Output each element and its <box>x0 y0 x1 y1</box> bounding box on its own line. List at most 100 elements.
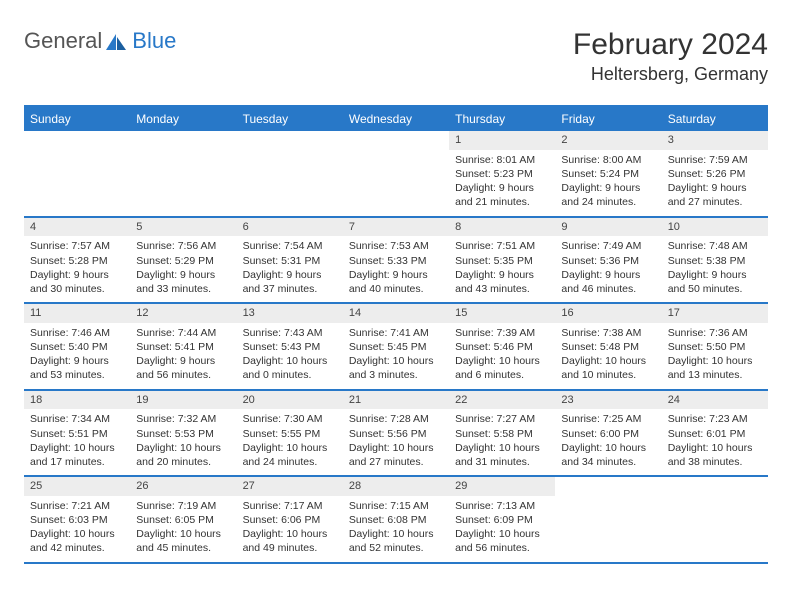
day-line-d1: Daylight: 10 hours <box>349 441 443 455</box>
day-number: 24 <box>662 391 768 410</box>
day-line-ss: Sunset: 6:00 PM <box>561 427 655 441</box>
day-line-ss: Sunset: 5:35 PM <box>455 254 549 268</box>
day-body: Sunrise: 7:53 AMSunset: 5:33 PMDaylight:… <box>343 236 449 302</box>
day-body: Sunrise: 7:59 AMSunset: 5:26 PMDaylight:… <box>662 150 768 216</box>
week-row: 4Sunrise: 7:57 AMSunset: 5:28 PMDaylight… <box>24 218 768 305</box>
day-body: Sunrise: 7:32 AMSunset: 5:53 PMDaylight:… <box>130 409 236 475</box>
day-line-d1: Daylight: 10 hours <box>455 527 549 541</box>
day-body: Sunrise: 8:01 AMSunset: 5:23 PMDaylight:… <box>449 150 555 216</box>
day-line-ss: Sunset: 6:01 PM <box>668 427 762 441</box>
dayname-3: Wednesday <box>343 107 449 131</box>
day-number: 20 <box>237 391 343 410</box>
day-line-sr: Sunrise: 7:51 AM <box>455 239 549 253</box>
day-number <box>662 477 768 496</box>
day-body: Sunrise: 7:38 AMSunset: 5:48 PMDaylight:… <box>555 323 661 389</box>
day-line-ss: Sunset: 5:46 PM <box>455 340 549 354</box>
day-number <box>343 131 449 150</box>
day-line-d1: Daylight: 9 hours <box>136 354 230 368</box>
day-body: Sunrise: 7:30 AMSunset: 5:55 PMDaylight:… <box>237 409 343 475</box>
day-line-sr: Sunrise: 8:00 AM <box>561 153 655 167</box>
day-line-ss: Sunset: 5:26 PM <box>668 167 762 181</box>
day-line-d2: and 21 minutes. <box>455 195 549 209</box>
day-body: Sunrise: 7:15 AMSunset: 6:08 PMDaylight:… <box>343 496 449 562</box>
day-line-sr: Sunrise: 7:38 AM <box>561 326 655 340</box>
day-line-d2: and 31 minutes. <box>455 455 549 469</box>
day-number: 9 <box>555 218 661 237</box>
day-line-d2: and 0 minutes. <box>243 368 337 382</box>
day-number: 22 <box>449 391 555 410</box>
day-line-d1: Daylight: 10 hours <box>455 354 549 368</box>
day-body: Sunrise: 7:27 AMSunset: 5:58 PMDaylight:… <box>449 409 555 475</box>
day-line-sr: Sunrise: 7:39 AM <box>455 326 549 340</box>
day-number: 2 <box>555 131 661 150</box>
day-cell: 6Sunrise: 7:54 AMSunset: 5:31 PMDaylight… <box>237 218 343 303</box>
day-line-ss: Sunset: 5:58 PM <box>455 427 549 441</box>
day-body: Sunrise: 7:13 AMSunset: 6:09 PMDaylight:… <box>449 496 555 562</box>
day-line-d2: and 52 minutes. <box>349 541 443 555</box>
day-cell: 25Sunrise: 7:21 AMSunset: 6:03 PMDayligh… <box>24 477 130 562</box>
day-line-ss: Sunset: 6:05 PM <box>136 513 230 527</box>
logo: General Blue <box>24 28 176 54</box>
day-line-d2: and 30 minutes. <box>30 282 124 296</box>
day-line-d2: and 33 minutes. <box>136 282 230 296</box>
day-line-sr: Sunrise: 7:53 AM <box>349 239 443 253</box>
day-cell: 5Sunrise: 7:56 AMSunset: 5:29 PMDaylight… <box>130 218 236 303</box>
day-line-d1: Daylight: 9 hours <box>668 268 762 282</box>
day-number: 14 <box>343 304 449 323</box>
day-line-d2: and 43 minutes. <box>455 282 549 296</box>
day-line-ss: Sunset: 5:24 PM <box>561 167 655 181</box>
day-line-sr: Sunrise: 7:25 AM <box>561 412 655 426</box>
day-number: 16 <box>555 304 661 323</box>
dayname-2: Tuesday <box>237 107 343 131</box>
day-line-ss: Sunset: 6:03 PM <box>30 513 124 527</box>
week-row: 25Sunrise: 7:21 AMSunset: 6:03 PMDayligh… <box>24 477 768 564</box>
day-line-ss: Sunset: 5:51 PM <box>30 427 124 441</box>
day-cell: 14Sunrise: 7:41 AMSunset: 5:45 PMDayligh… <box>343 304 449 389</box>
day-line-d2: and 24 minutes. <box>561 195 655 209</box>
day-body: Sunrise: 7:34 AMSunset: 5:51 PMDaylight:… <box>24 409 130 475</box>
day-cell: 18Sunrise: 7:34 AMSunset: 5:51 PMDayligh… <box>24 391 130 476</box>
day-line-sr: Sunrise: 7:17 AM <box>243 499 337 513</box>
day-line-sr: Sunrise: 7:32 AM <box>136 412 230 426</box>
day-line-sr: Sunrise: 7:44 AM <box>136 326 230 340</box>
day-body: Sunrise: 7:48 AMSunset: 5:38 PMDaylight:… <box>662 236 768 302</box>
day-number: 10 <box>662 218 768 237</box>
day-body: Sunrise: 7:56 AMSunset: 5:29 PMDaylight:… <box>130 236 236 302</box>
day-number: 8 <box>449 218 555 237</box>
dayname-5: Friday <box>555 107 661 131</box>
day-number: 13 <box>237 304 343 323</box>
day-number: 18 <box>24 391 130 410</box>
day-cell <box>555 477 661 562</box>
day-line-d1: Daylight: 9 hours <box>243 268 337 282</box>
day-number: 17 <box>662 304 768 323</box>
logo-sail-icon <box>106 34 128 57</box>
day-line-d2: and 20 minutes. <box>136 455 230 469</box>
day-body: Sunrise: 7:44 AMSunset: 5:41 PMDaylight:… <box>130 323 236 389</box>
day-line-d1: Daylight: 10 hours <box>668 354 762 368</box>
day-body: Sunrise: 7:49 AMSunset: 5:36 PMDaylight:… <box>555 236 661 302</box>
day-body: Sunrise: 7:28 AMSunset: 5:56 PMDaylight:… <box>343 409 449 475</box>
day-cell: 13Sunrise: 7:43 AMSunset: 5:43 PMDayligh… <box>237 304 343 389</box>
day-line-ss: Sunset: 5:40 PM <box>30 340 124 354</box>
calendar-body: 1Sunrise: 8:01 AMSunset: 5:23 PMDaylight… <box>24 131 768 564</box>
day-line-sr: Sunrise: 7:19 AM <box>136 499 230 513</box>
day-line-d1: Daylight: 9 hours <box>349 268 443 282</box>
day-line-ss: Sunset: 5:53 PM <box>136 427 230 441</box>
day-line-d1: Daylight: 9 hours <box>136 268 230 282</box>
day-line-d1: Daylight: 10 hours <box>30 441 124 455</box>
day-cell: 22Sunrise: 7:27 AMSunset: 5:58 PMDayligh… <box>449 391 555 476</box>
day-line-d1: Daylight: 9 hours <box>561 268 655 282</box>
day-line-sr: Sunrise: 7:21 AM <box>30 499 124 513</box>
day-line-sr: Sunrise: 7:41 AM <box>349 326 443 340</box>
day-line-ss: Sunset: 5:55 PM <box>243 427 337 441</box>
day-number: 12 <box>130 304 236 323</box>
day-number: 1 <box>449 131 555 150</box>
day-line-ss: Sunset: 6:08 PM <box>349 513 443 527</box>
day-line-ss: Sunset: 5:23 PM <box>455 167 549 181</box>
day-number: 26 <box>130 477 236 496</box>
day-line-ss: Sunset: 5:36 PM <box>561 254 655 268</box>
day-line-sr: Sunrise: 7:54 AM <box>243 239 337 253</box>
day-line-d1: Daylight: 9 hours <box>30 354 124 368</box>
day-cell: 12Sunrise: 7:44 AMSunset: 5:41 PMDayligh… <box>130 304 236 389</box>
day-body: Sunrise: 8:00 AMSunset: 5:24 PMDaylight:… <box>555 150 661 216</box>
